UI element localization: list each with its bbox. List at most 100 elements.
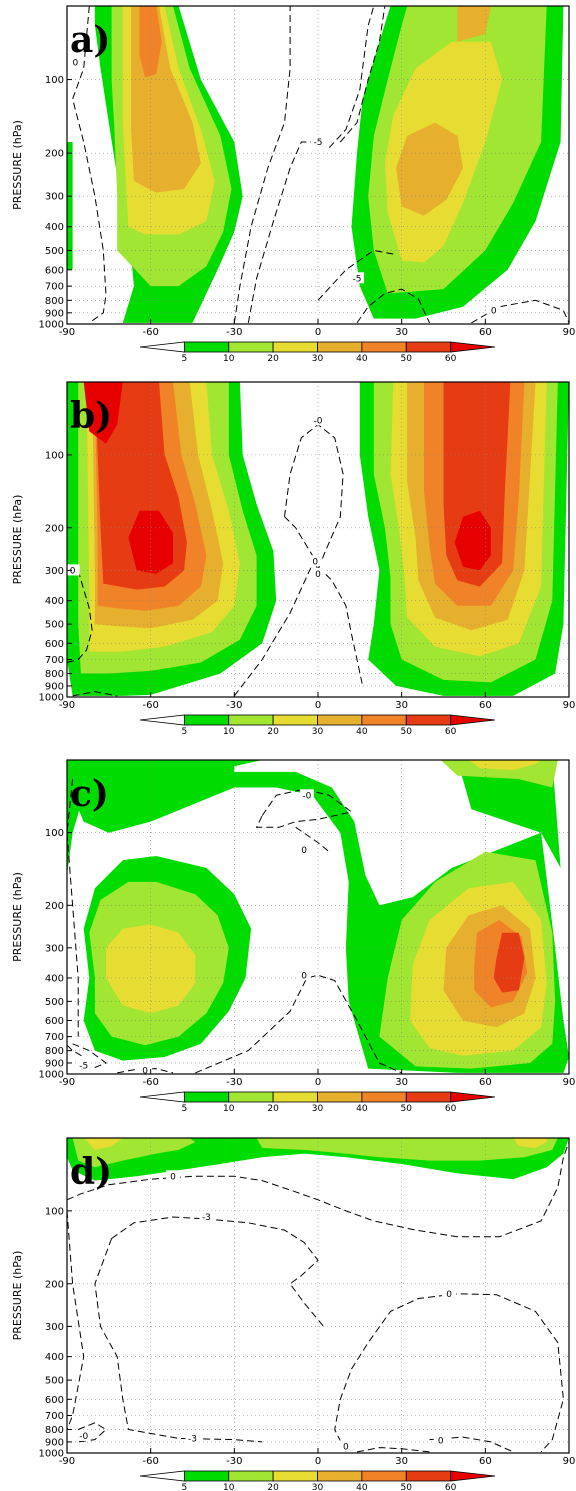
x-tick-label: 30 (395, 327, 408, 338)
contour-line (247, 141, 313, 323)
x-tick-label: 30 (395, 1456, 408, 1467)
colorbar-label: 30 (312, 354, 324, 364)
contour-line (334, 1293, 564, 1453)
x-tick-label: 0 (315, 1456, 321, 1467)
y-tick-label: 1000 (39, 1449, 64, 1460)
x-tick-label: -60 (142, 1077, 158, 1088)
contour-label-bg (199, 1211, 214, 1223)
panel-letter: d) (70, 1151, 112, 1193)
x-tick-label: -90 (59, 1456, 75, 1467)
y-tick-label: 600 (45, 639, 64, 650)
y-axis-title: PRESSURE (hPa) (11, 872, 24, 962)
contour-line (339, 6, 386, 143)
colorbar-box (405, 341, 452, 353)
colorbar: 5 10 20 30 40 50 60 (139, 1091, 496, 1114)
contour-label-bg (76, 1059, 91, 1071)
fill-region-5 (457, 760, 561, 868)
plot-background (67, 1138, 569, 1453)
contour-label: 0 (72, 58, 78, 68)
colorbar-box (183, 714, 230, 726)
colorbar-label: 50 (401, 354, 413, 364)
y-tick-label: 500 (45, 620, 64, 631)
x-tick-label: -30 (226, 327, 242, 338)
contour-line (233, 6, 291, 323)
colorbar-label: 50 (401, 1104, 413, 1114)
colorbar-label: 10 (223, 1483, 235, 1491)
y-tick-label: 300 (45, 566, 64, 577)
fill-region-20 (83, 1138, 123, 1150)
contour-label: 0 (446, 1290, 452, 1300)
y-tick-label: 700 (45, 1032, 64, 1043)
contour-label-bg (311, 567, 325, 579)
colorbar-label: 50 (401, 1483, 413, 1491)
fill-region-60 (83, 382, 123, 444)
colorbar-label: 30 (312, 1104, 324, 1114)
colorbar-label: 40 (356, 354, 368, 364)
contour-label-bg (350, 272, 365, 284)
x-tick-label: 60 (479, 1456, 492, 1467)
y-tick-label: 500 (45, 246, 64, 257)
contour-label-bg (65, 564, 80, 576)
colorbar-box (317, 714, 363, 726)
y-tick-label: 800 (45, 1425, 64, 1436)
colorbar-box (272, 341, 318, 353)
x-tick-label: 90 (563, 1077, 576, 1088)
contour-label: -3 (188, 1434, 197, 1444)
colorbar-box (183, 1091, 230, 1103)
colorbar-label: 5 (182, 1483, 188, 1491)
y-tick-label: 200 (45, 523, 64, 534)
contour-label: 0 (315, 570, 321, 580)
colorbar-box (317, 1470, 363, 1482)
y-tick-label: 900 (45, 308, 64, 319)
y-tick-label: 300 (45, 1322, 64, 1333)
y-tick-label: 100 (45, 450, 64, 461)
contour-label-bg (338, 1440, 353, 1452)
y-tick-label: 900 (45, 681, 64, 692)
colorbar-label: 60 (445, 1483, 457, 1491)
y-tick-label: 100 (45, 1206, 64, 1217)
contour-line (67, 1141, 569, 1238)
y-tick-label: 200 (45, 1279, 64, 1290)
colorbar-box (361, 714, 407, 726)
panel-letter: b) (70, 395, 112, 437)
contour-label: -0 (302, 791, 311, 801)
colorbar-label: 5 (182, 1104, 188, 1114)
colorbar-high-arrow (450, 1091, 496, 1103)
colorbar-box (361, 1470, 407, 1482)
y-tick-label: 800 (45, 1046, 64, 1057)
contour-line (284, 423, 344, 572)
contour-label-bg (297, 969, 312, 981)
fill-region-20 (513, 1138, 547, 1148)
fill-region-20 (468, 760, 542, 770)
contour-lines (67, 423, 364, 697)
contour-label-bg (486, 304, 501, 316)
y-tick-label: 100 (45, 75, 64, 86)
contour-line (328, 6, 375, 149)
contour-label: -5 (353, 274, 362, 284)
grid (67, 1138, 569, 1454)
contour-label-bg (138, 1064, 153, 1076)
x-tick-label: 90 (563, 700, 576, 711)
colorbar-label: 5 (182, 354, 188, 364)
x-tick-label: -30 (226, 700, 242, 711)
contour-label-bg (297, 844, 312, 856)
contour-label: -5 (314, 138, 323, 148)
contour-label-bg (185, 1432, 200, 1444)
y-axis-title: PRESSURE (hPa) (11, 495, 24, 585)
y-tick-label: 400 (45, 1352, 64, 1363)
x-tick-label: 0 (315, 1077, 321, 1088)
contour-label: 0 (491, 306, 497, 316)
contour-label: 0 (70, 566, 76, 576)
colorbar-low-arrow (139, 341, 185, 353)
colorbar-box (228, 341, 274, 353)
colorbar-label: 20 (267, 354, 279, 364)
y-tick-label: 800 (45, 296, 64, 307)
filled-contours (67, 1138, 569, 1181)
contour-line (471, 299, 569, 324)
fill-region-10 (440, 760, 558, 788)
colorbar-low-arrow (139, 1091, 185, 1103)
contour-label-bg (76, 1429, 91, 1441)
contour-label: -5 (79, 1061, 88, 1071)
colorbar-label: 50 (401, 727, 413, 737)
contour-label-bg (311, 414, 325, 426)
